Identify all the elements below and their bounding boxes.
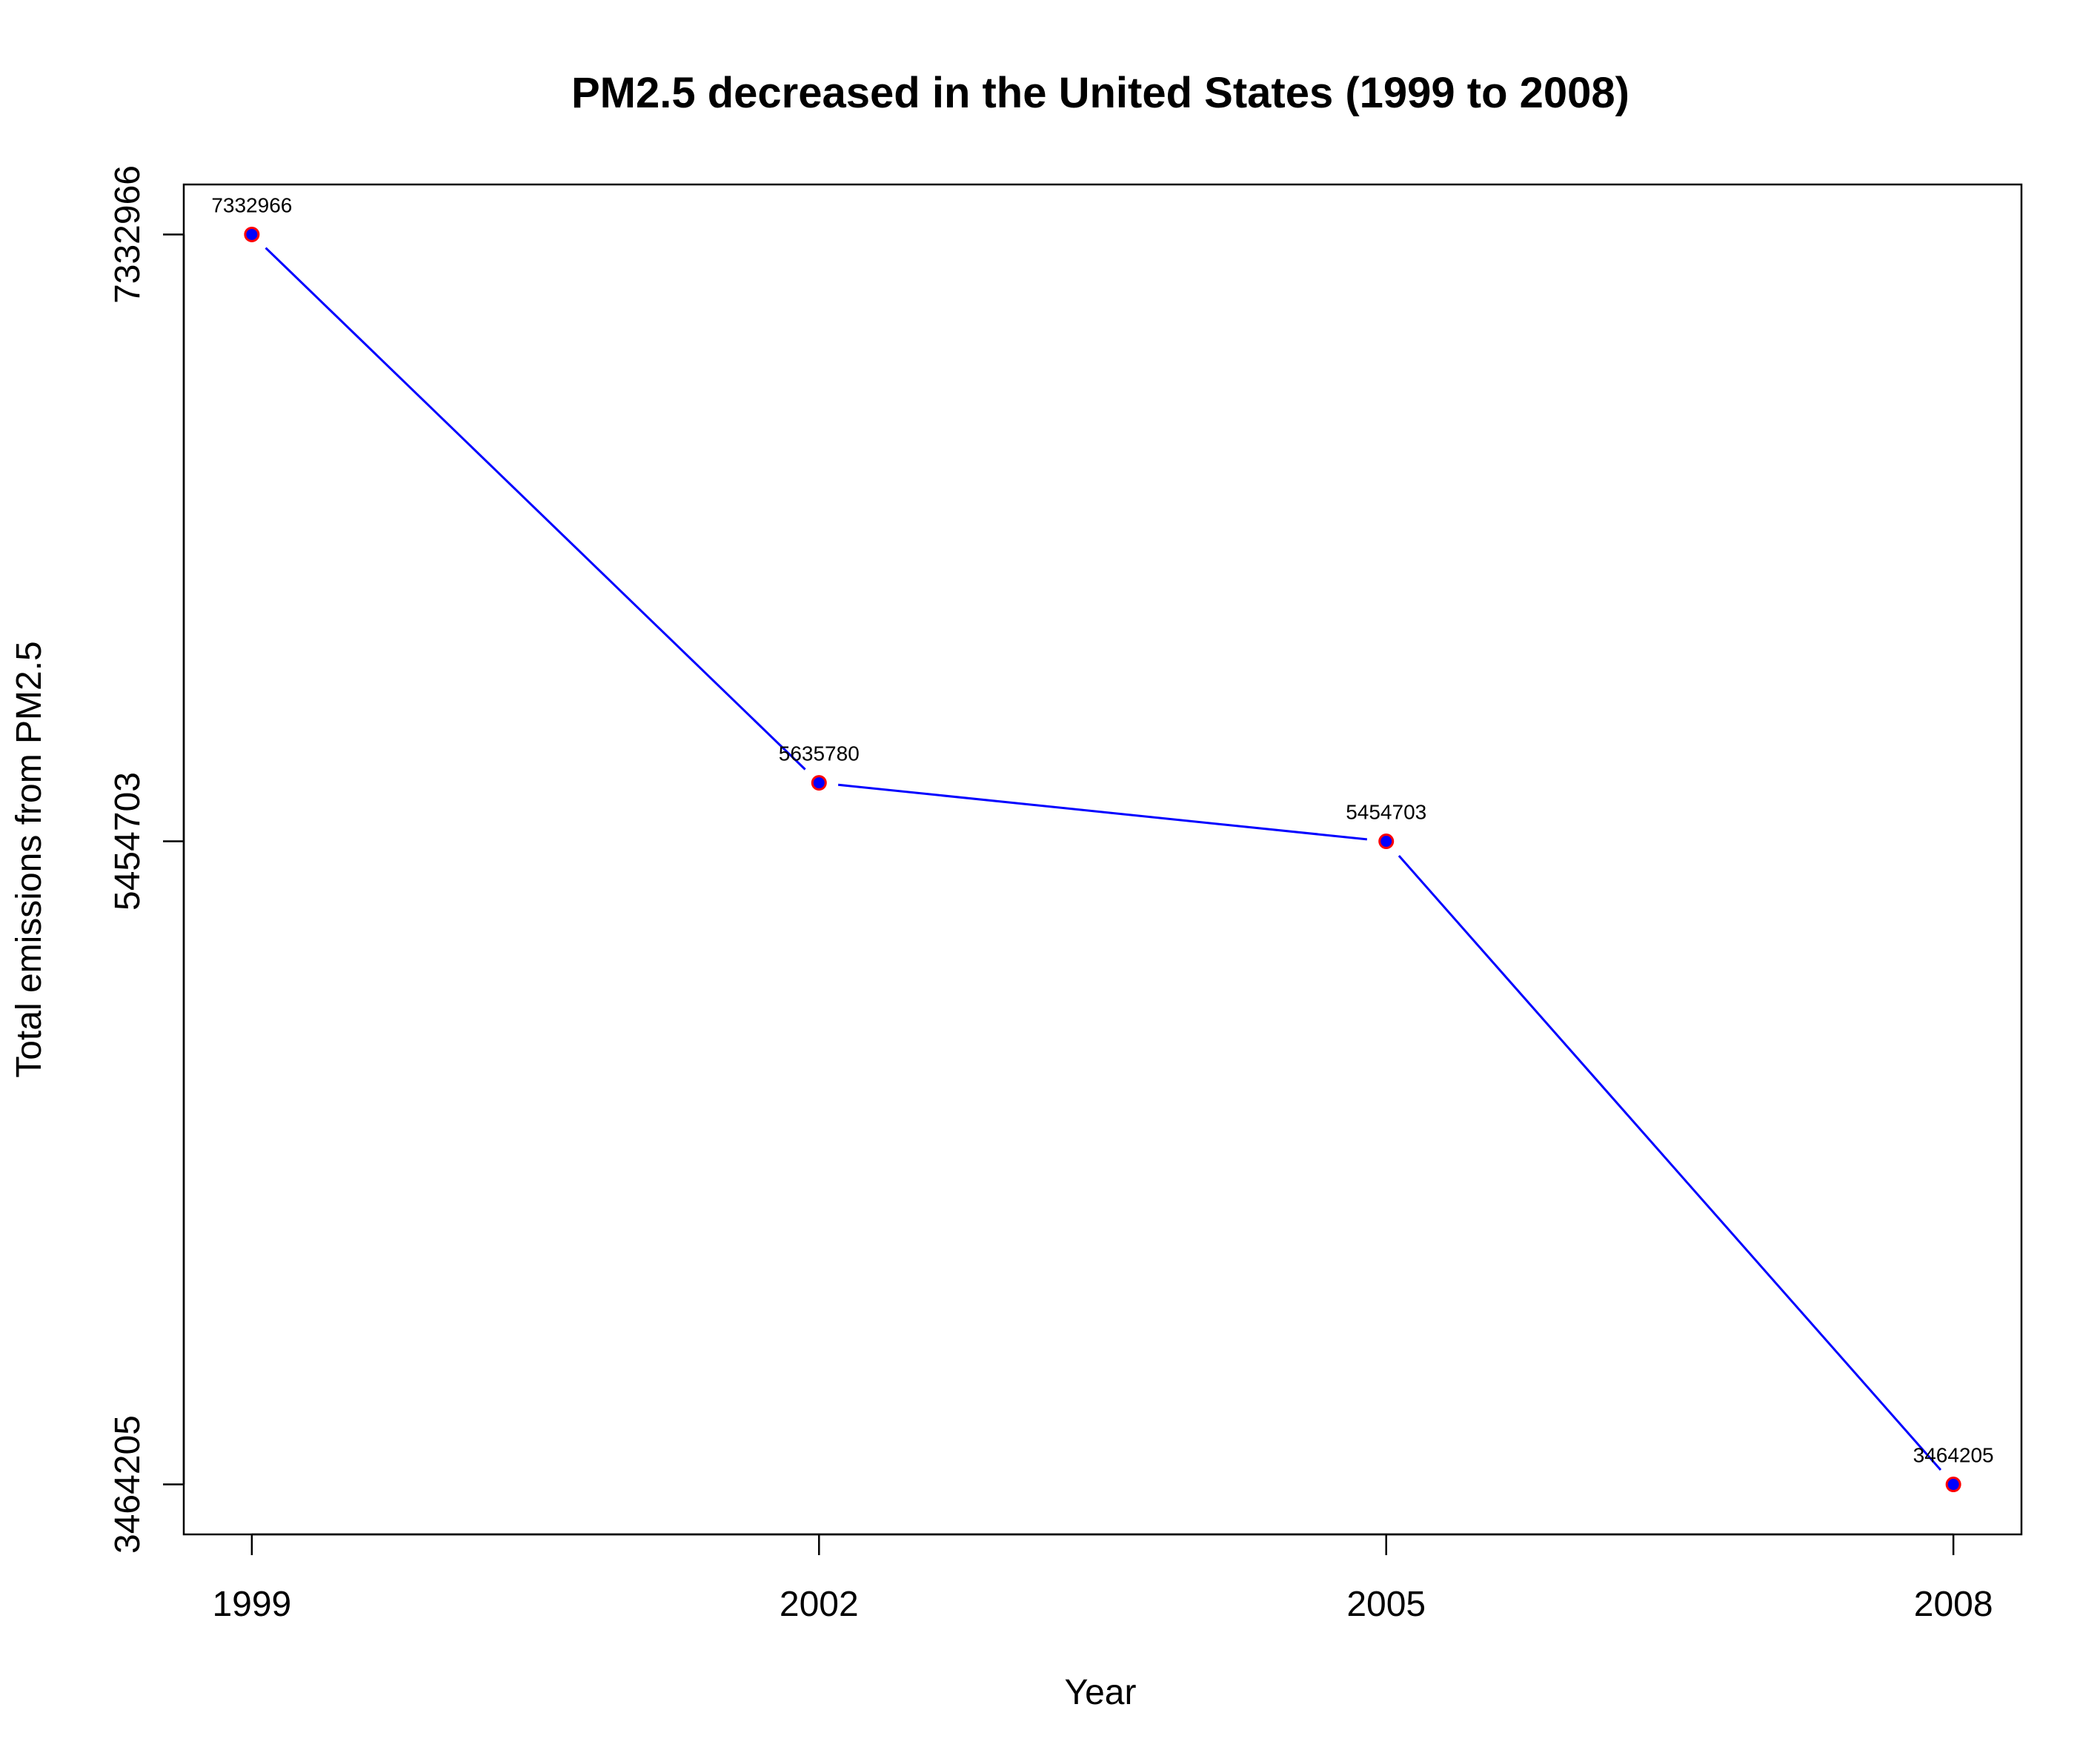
data-point bbox=[244, 226, 260, 242]
series-segment bbox=[837, 783, 1368, 841]
x-tick-label: 2008 bbox=[1914, 1585, 1993, 1624]
x-tick-label: 2005 bbox=[1346, 1585, 1426, 1624]
data-point bbox=[1378, 834, 1395, 850]
chart-title: PM2.5 decreased in the United States (19… bbox=[571, 69, 1629, 117]
x-tick-label: 2002 bbox=[780, 1585, 859, 1624]
x-axis: 1999 2002 2005 2008 bbox=[212, 1533, 1993, 1624]
data-label: 5635780 bbox=[779, 742, 860, 765]
series-line bbox=[265, 247, 1942, 1471]
y-tick-label: 7332966 bbox=[108, 165, 147, 304]
data-label: 7332966 bbox=[211, 193, 292, 216]
data-point bbox=[811, 775, 827, 791]
x-tick-label: 1999 bbox=[212, 1585, 291, 1624]
data-label: 5454703 bbox=[1346, 801, 1426, 824]
plot-frame bbox=[182, 183, 2023, 1536]
y-tick-label: 5454703 bbox=[108, 772, 147, 911]
y-axis: 3464205 5454703 7332966 bbox=[108, 165, 185, 1554]
data-points bbox=[244, 226, 1961, 1493]
data-labels: 7332966 5635780 5454703 3464205 bbox=[211, 193, 1993, 1466]
y-tick-label: 3464205 bbox=[108, 1415, 147, 1554]
y-axis-title: Total emissions from PM2.5 bbox=[10, 641, 49, 1078]
series-segment bbox=[265, 247, 806, 771]
data-point bbox=[1945, 1477, 1961, 1493]
x-axis-title: Year bbox=[1065, 1673, 1137, 1712]
series-segment bbox=[1398, 855, 1942, 1471]
data-label: 3464205 bbox=[1913, 1444, 1994, 1467]
